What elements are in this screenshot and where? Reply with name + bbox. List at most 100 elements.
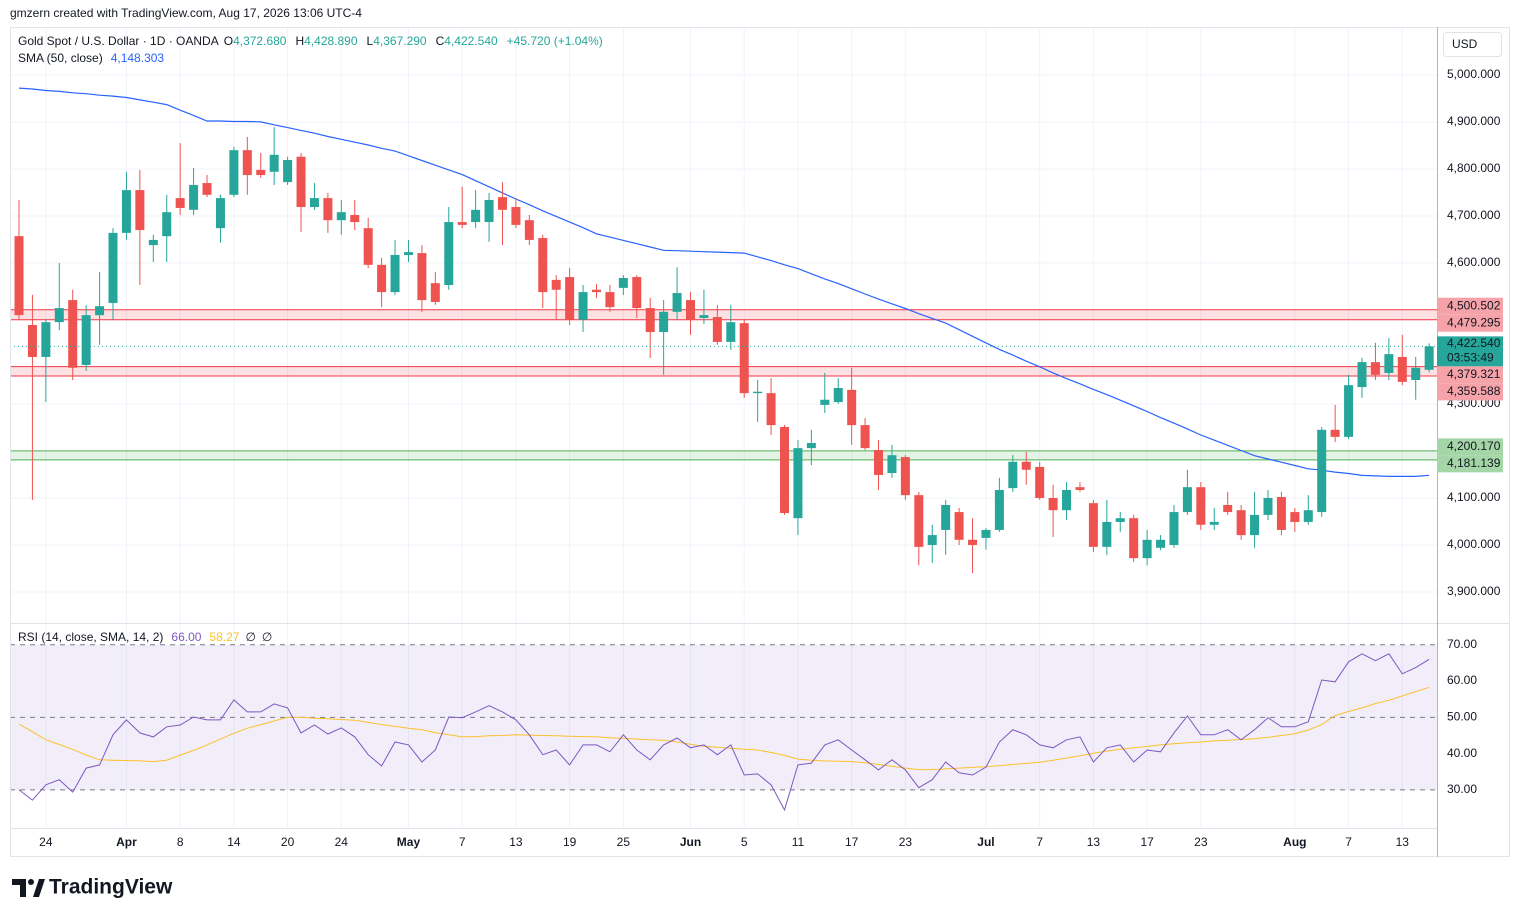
x-tick-label: 11	[792, 835, 805, 849]
zone	[10, 366, 1437, 376]
y-tick-label: 4,900.000	[1447, 114, 1501, 128]
symbol: Gold Spot / U.S. Dollar · 1D · OANDA	[18, 34, 219, 48]
candle-body	[1250, 514, 1260, 536]
candle-body	[283, 160, 293, 183]
rsi-value: 58.27	[209, 630, 239, 644]
candle-body	[27, 325, 37, 357]
ohlc-letter: L	[367, 34, 374, 48]
candle-body	[68, 300, 78, 368]
candle-body	[1129, 518, 1139, 559]
candle-body	[618, 277, 628, 288]
candle-body	[1156, 539, 1166, 548]
candle-body	[1196, 487, 1206, 525]
rsi-extra: ∅	[245, 630, 255, 644]
time-axis	[10, 828, 1437, 857]
x-tick-label: 20	[281, 835, 295, 849]
logo-mark	[12, 879, 26, 897]
candle-body	[256, 169, 266, 176]
x-tick-label: 8	[177, 835, 184, 849]
x-tick-label: 17	[1140, 835, 1154, 849]
candle-body	[847, 389, 857, 426]
candle-body	[1370, 362, 1380, 375]
zone-label-bg	[1437, 455, 1503, 473]
x-tick-label: Aug	[1283, 835, 1306, 849]
candle-body	[860, 425, 870, 449]
x-tick-label: 13	[1087, 835, 1101, 849]
candle-body	[1075, 487, 1085, 490]
sma-line	[18, 87, 1430, 477]
candle-body	[874, 450, 884, 475]
last-price-label	[1437, 336, 1503, 367]
legend-value: 4,148.303	[111, 51, 165, 65]
candle-body	[739, 323, 749, 394]
currency: USD	[1452, 37, 1478, 51]
candle-body	[806, 442, 816, 449]
candle-body	[699, 315, 709, 318]
zone-label: 4,479.295	[1447, 315, 1501, 329]
candle-body	[591, 289, 601, 293]
candle-body	[726, 322, 736, 342]
x-tick-label: Apr	[116, 835, 137, 849]
zone	[10, 309, 1437, 320]
attribution: gmzern created with TradingView.com, Aug…	[10, 6, 362, 20]
candle-body	[497, 197, 507, 210]
x-tick-label: 24	[39, 835, 53, 849]
candle-body	[336, 212, 346, 221]
candle-body	[135, 190, 145, 231]
candle-body	[148, 239, 158, 246]
x-tick-label: 23	[1194, 835, 1208, 849]
zone-label: 4,379.321	[1447, 367, 1501, 381]
candle-body	[1263, 497, 1273, 515]
rsi-line	[18, 686, 1430, 771]
candle-body	[14, 236, 24, 316]
legend: RSI (14, close, SMA, 14, 2) 66.00 58.27 ∅ ∅	[18, 630, 272, 644]
candle-body	[175, 198, 185, 208]
candle-body	[457, 222, 467, 225]
logo-dot	[28, 879, 34, 885]
candle-body	[645, 308, 655, 333]
candle-body	[1397, 356, 1407, 382]
rsi-value: 66.00	[171, 630, 201, 644]
rsi-tick-label: 50.00	[1447, 710, 1477, 724]
zone-label-bg	[1437, 297, 1503, 315]
x-tick-label: 13	[509, 835, 523, 849]
x-tick-label: 5	[741, 835, 748, 849]
candle-body	[444, 222, 454, 286]
candle-body	[95, 306, 105, 316]
rsi-line	[18, 653, 1430, 812]
candle-body	[363, 228, 373, 265]
y-tick-label: 4,600.000	[1447, 255, 1501, 269]
currency-button[interactable]	[1443, 32, 1502, 57]
candle-body	[41, 322, 51, 357]
brand: TradingView	[49, 876, 173, 899]
zone-label-bg	[1437, 366, 1503, 384]
candle-body	[1384, 354, 1394, 373]
ohlc-value: 4,372.680	[233, 34, 287, 48]
candle-body	[686, 300, 695, 320]
y-tick-label: 4,000.000	[1447, 537, 1501, 551]
zone-label: 4,359.588	[1447, 384, 1501, 398]
candle-body	[538, 238, 548, 293]
y-tick-label: 5,000.000	[1447, 67, 1501, 81]
candle-body	[524, 220, 534, 240]
candle-body	[242, 150, 252, 176]
candle-body	[377, 264, 387, 293]
candle-body	[1424, 346, 1434, 370]
zone-label: 4,181.139	[1447, 456, 1501, 470]
change: +45.720 (+1.04%)	[507, 34, 603, 48]
candle-body	[1048, 497, 1058, 511]
plot	[10, 87, 1437, 812]
candle-body	[229, 150, 239, 195]
candle-body	[1209, 521, 1219, 525]
candle-body	[1317, 429, 1327, 513]
frame	[10, 27, 1510, 857]
candle-body	[954, 512, 964, 540]
candle-body	[1290, 512, 1300, 522]
candle-body	[1102, 521, 1112, 547]
candle-body	[350, 215, 360, 223]
x-tick-label: May	[397, 835, 421, 849]
candle-body	[471, 209, 481, 223]
x-tick-label: 7	[1036, 835, 1043, 849]
legend: SMA (50, close) 4,148.303	[18, 51, 164, 65]
